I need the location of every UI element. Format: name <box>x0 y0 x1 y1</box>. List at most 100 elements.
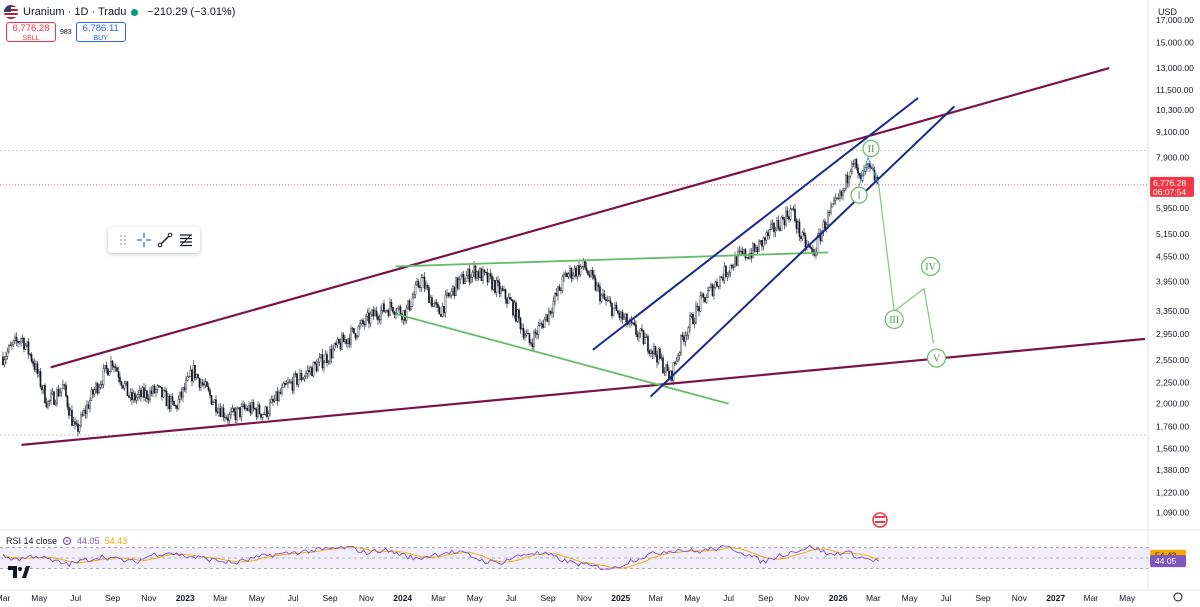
price-tick-label: 5,150.00 <box>1156 229 1189 239</box>
candle <box>762 237 765 247</box>
candle <box>282 382 285 388</box>
price-tick-label: 17,000.00 <box>1156 15 1194 25</box>
candle <box>597 284 600 288</box>
candle <box>311 367 313 377</box>
candle <box>270 398 273 404</box>
tradingview-logo-icon[interactable] <box>8 566 30 578</box>
candle <box>120 381 123 386</box>
candle <box>482 269 484 281</box>
candle <box>110 360 112 372</box>
candle <box>263 413 265 415</box>
candle <box>342 334 345 343</box>
candle <box>206 381 208 387</box>
candle <box>240 405 243 418</box>
candle <box>248 405 250 411</box>
candle <box>555 292 558 296</box>
time-tick-label: Mar <box>431 593 446 603</box>
candle <box>692 314 694 325</box>
time-tick-label: May <box>31 593 48 603</box>
fib-levels-icon[interactable] <box>178 232 194 248</box>
candle <box>132 393 135 401</box>
candle <box>434 302 436 304</box>
candle <box>104 365 106 369</box>
candle <box>233 407 235 412</box>
candle <box>632 322 634 324</box>
candle <box>705 297 708 303</box>
candle <box>756 247 759 253</box>
candle <box>602 293 604 296</box>
candle <box>357 325 360 337</box>
us-event-flag-icon[interactable] <box>872 512 888 528</box>
candle <box>135 397 138 401</box>
candle <box>528 333 531 343</box>
time-tick-label: Jul <box>941 593 952 603</box>
candle <box>228 414 231 421</box>
candle <box>611 303 613 316</box>
candle <box>840 191 843 196</box>
candle <box>188 376 190 378</box>
rsi-scale-label: 44.05 <box>1155 556 1177 566</box>
indicator-settings-icon[interactable] <box>62 536 72 546</box>
spread-value: 983 <box>60 28 72 36</box>
price-tick-label: 1,090.00 <box>1156 508 1189 518</box>
time-tick-label: Sep <box>758 593 773 603</box>
candle <box>323 362 325 369</box>
candle <box>150 390 153 394</box>
sell-button[interactable]: 6,776.28 SELL <box>6 22 56 42</box>
candle <box>392 307 394 313</box>
candle <box>440 314 442 317</box>
candle <box>800 236 802 239</box>
candle <box>804 235 807 248</box>
channel-line <box>649 105 956 398</box>
rsi-title[interactable]: RSI 14 close <box>6 536 58 546</box>
candle <box>674 362 676 364</box>
candle <box>485 272 487 274</box>
settings-gear-icon[interactable] <box>1173 592 1183 602</box>
candle <box>335 343 337 346</box>
buy-button[interactable]: 6,786.11 BUY <box>75 22 126 42</box>
candle <box>498 282 501 294</box>
candle <box>689 315 691 328</box>
candle <box>566 273 568 278</box>
symbol-title[interactable]: Uranium · 1D · Tradu <box>23 6 127 18</box>
candle <box>501 288 504 291</box>
candle <box>707 290 709 298</box>
candle <box>723 265 726 281</box>
candle <box>423 277 426 289</box>
price-tick-label: 1,560.00 <box>1156 443 1189 453</box>
candle <box>480 268 483 281</box>
candle <box>29 353 31 355</box>
candle <box>731 264 733 268</box>
candle <box>744 249 747 259</box>
candle <box>593 274 595 279</box>
drag-handle-icon[interactable] <box>115 232 131 248</box>
candle <box>320 354 322 358</box>
candle <box>855 159 858 168</box>
candle <box>108 371 111 376</box>
candle <box>798 221 801 237</box>
candle <box>54 402 57 405</box>
candle <box>803 232 805 236</box>
candle <box>824 221 826 229</box>
candle <box>41 386 43 391</box>
wave-label-circle <box>926 348 947 368</box>
candle <box>189 369 192 378</box>
candle <box>125 381 127 384</box>
candle <box>203 384 205 386</box>
candle <box>449 295 451 297</box>
candle <box>767 232 769 237</box>
candle <box>294 373 297 375</box>
candle <box>845 174 847 189</box>
candle <box>50 393 52 401</box>
candle <box>86 404 88 414</box>
trend-line-icon[interactable] <box>157 232 173 248</box>
candle <box>51 391 54 395</box>
candle <box>726 274 729 277</box>
candle <box>488 273 490 283</box>
candle <box>432 303 435 307</box>
candle <box>74 421 76 425</box>
candle <box>422 277 424 279</box>
crosshair-icon[interactable] <box>136 232 152 248</box>
us-flag-icon <box>4 5 18 19</box>
